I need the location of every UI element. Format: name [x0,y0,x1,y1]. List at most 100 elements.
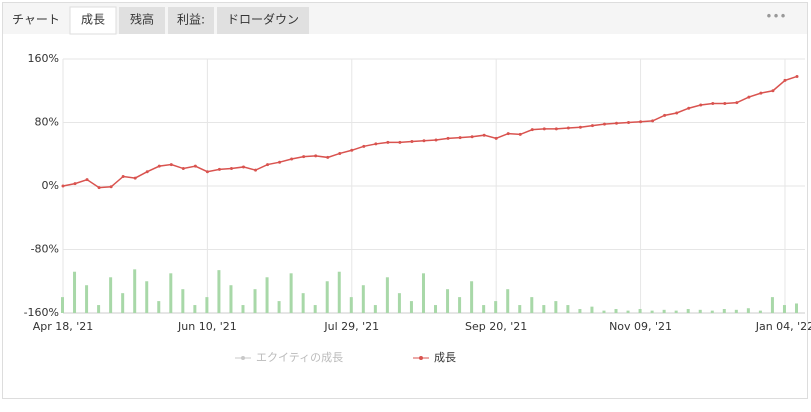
point [735,101,739,105]
y-tick-label: -80% [31,243,59,256]
point [241,165,245,169]
bar [602,310,606,313]
point [398,140,402,144]
point [723,101,727,105]
point [266,163,270,167]
point [494,136,498,140]
bar [169,273,173,313]
point [205,170,209,174]
point [422,139,426,143]
bar [217,270,221,313]
bar [205,297,209,313]
bar [482,305,486,313]
bar [758,310,762,313]
y-tick-label: 160% [28,52,59,65]
bar [373,305,377,313]
point [85,178,89,182]
bar [710,310,714,313]
legend-marker[interactable] [419,356,423,360]
bar [61,297,64,313]
point [61,184,65,188]
point [554,127,558,131]
point [795,74,799,78]
tab-label[interactable]: 残高 [130,12,154,27]
bar [770,297,774,313]
point [747,95,751,99]
bar [662,309,666,313]
point [783,78,787,82]
point [362,144,366,148]
bar [638,309,642,313]
point [193,164,197,168]
legend-label[interactable]: 成長 [434,351,456,364]
menu-button[interactable]: ••• [765,10,786,24]
bar [446,289,450,313]
bar [458,297,462,313]
bar [265,277,269,313]
point [615,121,619,125]
bar [506,289,510,313]
card [2,2,808,399]
point [458,136,462,140]
x-tick-label: Jan 04, '22 [755,320,811,333]
bar [530,297,534,313]
point [687,106,691,110]
point [217,167,221,171]
bar [85,285,89,313]
tab[interactable] [168,7,214,34]
point [133,176,137,180]
point [518,132,522,136]
bar [73,271,77,313]
point [651,119,655,123]
bar [181,289,185,313]
point [314,154,318,158]
bar [734,309,738,313]
bar [686,309,690,313]
bar [385,277,389,313]
y-tick-label: 80% [35,116,59,129]
y-tick-label: 0% [42,179,59,192]
point [578,125,582,129]
legend-label[interactable]: エクイティの成長 [256,351,343,364]
point [302,155,306,159]
bar [145,281,149,313]
bar [542,305,546,313]
bar [795,303,798,313]
tab[interactable] [69,6,117,35]
point [254,168,258,172]
tab-label[interactable]: チャート [12,13,60,27]
line [62,75,798,189]
bar [722,309,726,313]
tab-label[interactable]: 利益: [177,13,205,27]
y-tick-label: -160% [24,306,59,319]
point [602,122,606,126]
tab[interactable] [217,7,309,34]
bar [397,293,401,313]
bar [626,310,630,313]
point [759,91,763,95]
tab-label[interactable]: 成長 [81,13,105,27]
point [771,89,775,93]
bar [578,309,582,313]
x-tick-label: Nov 09, '21 [609,320,672,333]
x-tick-label: Jul 29, '21 [323,320,379,333]
point [542,127,546,131]
tab[interactable] [5,7,67,34]
tab[interactable] [119,7,165,34]
x-tick-label: Sep 20, '21 [465,320,527,333]
point [627,121,631,124]
point [338,151,342,155]
bar [193,305,197,313]
tab-label[interactable]: ドローダウン [227,12,299,27]
point [109,185,113,189]
bar [325,281,329,313]
bar [349,297,353,313]
bar [277,301,281,313]
legend-marker[interactable] [241,356,245,360]
point [278,160,282,164]
bar [470,281,474,313]
point [181,167,185,171]
point [699,103,703,107]
